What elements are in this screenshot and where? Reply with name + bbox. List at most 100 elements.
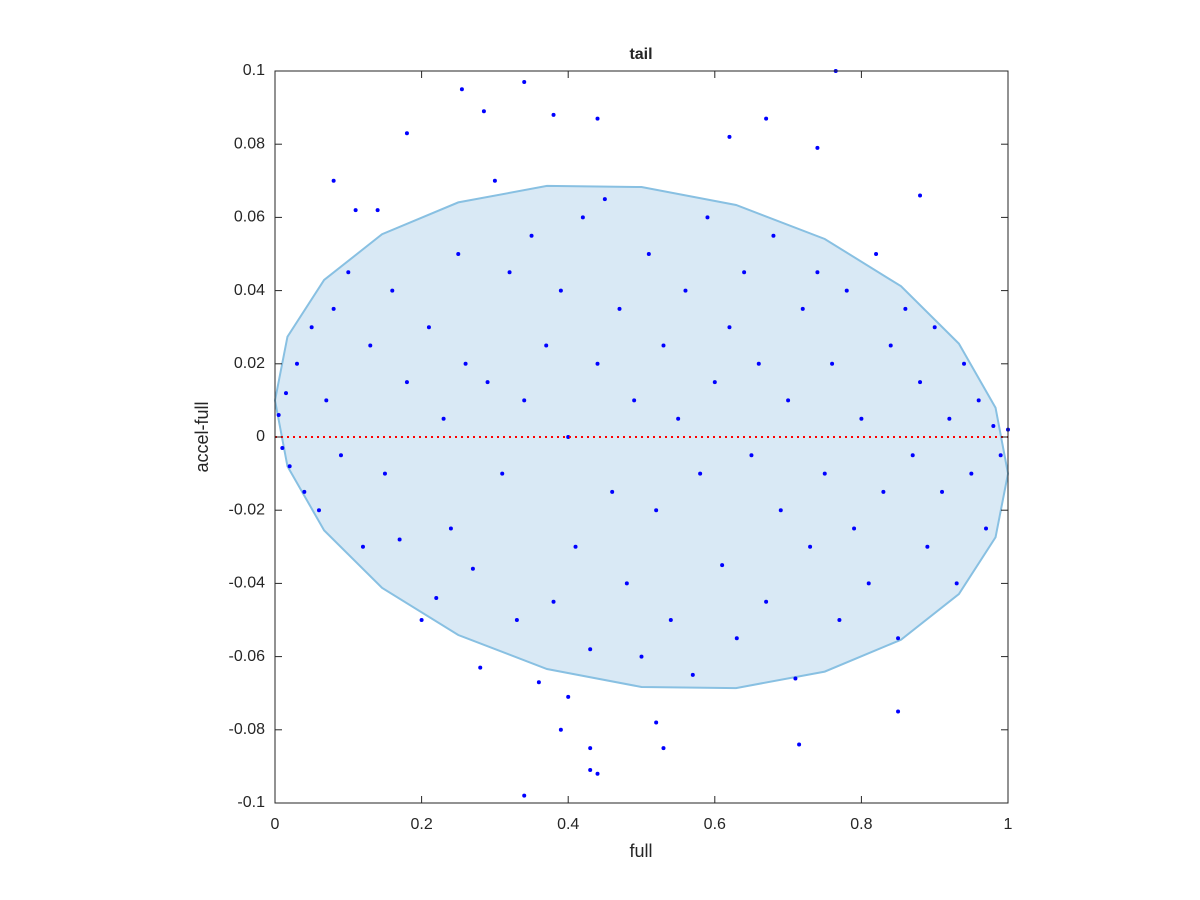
scatter-point [698, 471, 703, 476]
scatter-point [771, 233, 776, 238]
x-axis-label: full [629, 841, 652, 861]
scatter-point [896, 636, 901, 641]
scatter-point [830, 361, 835, 366]
y-tick-label: -0.04 [229, 575, 266, 592]
scatter-point [302, 489, 307, 494]
scatter-point [419, 618, 424, 622]
scatter-point [624, 581, 629, 586]
x-tick-label: 0.8 [850, 816, 872, 833]
scatter-point [676, 416, 681, 421]
scatter-point [712, 380, 717, 385]
scatter-point [844, 288, 849, 293]
scatter-point [360, 544, 365, 549]
scatter-point [903, 306, 908, 311]
scatter-point [456, 252, 461, 256]
scatter-point [742, 270, 747, 275]
x-tick-label: 1 [1004, 816, 1013, 833]
scatter-point [617, 306, 622, 311]
scatter-point [661, 746, 666, 751]
scatter-point [595, 771, 600, 776]
scatter-point [602, 197, 607, 202]
scatter-point [910, 453, 915, 458]
scatter-point [632, 398, 637, 403]
scatter-point [734, 636, 739, 641]
y-tick-label: -0.02 [229, 501, 266, 518]
scatter-point [441, 416, 446, 421]
scatter-point [720, 563, 725, 568]
x-tick-label: 0.2 [410, 816, 432, 833]
scatter-point [492, 178, 497, 183]
scatter-point [426, 325, 431, 330]
scatter-point [947, 416, 952, 421]
scatter-point [998, 453, 1003, 458]
scatter-point [661, 343, 666, 348]
scatter-point [749, 453, 754, 458]
scatter-point [368, 343, 373, 348]
scatter-point [793, 676, 798, 681]
scatter-point [558, 727, 563, 732]
scatter-point [309, 325, 314, 330]
scatter-point [639, 654, 644, 659]
scatter-point [786, 398, 791, 403]
scatter-point [404, 380, 409, 385]
scatter-point [925, 544, 930, 549]
scatter-point [991, 424, 996, 429]
scatter-point [654, 508, 659, 513]
y-tick-label: -0.1 [237, 794, 265, 811]
scatter-point [287, 464, 292, 469]
scatter-point [610, 489, 615, 494]
scatter-point [727, 134, 732, 139]
scatter-point [800, 306, 805, 311]
scatter-point [404, 131, 409, 136]
scatter-point [485, 380, 490, 385]
scatter-point [822, 471, 827, 476]
scatter-point [283, 391, 288, 396]
scatter-point [573, 544, 578, 549]
scatter-point [478, 665, 483, 670]
x-tick-label: 0 [271, 816, 280, 833]
y-tick-label: 0 [256, 428, 265, 445]
scatter-point [764, 599, 769, 604]
scatter-point [646, 252, 651, 256]
scatter-point [588, 746, 593, 751]
scatter-point [815, 145, 820, 150]
scatter-point [580, 215, 585, 220]
plot-area [273, 69, 1010, 798]
scatter-point [448, 526, 453, 531]
scatter-point [727, 325, 732, 330]
scatter-point [797, 742, 802, 747]
scatter-point [668, 618, 673, 622]
y-tick-label: 0.02 [234, 355, 265, 372]
scatter-point [529, 233, 534, 238]
scatter-point [470, 566, 475, 571]
scatter-point [280, 445, 285, 450]
scatter-point [522, 398, 527, 403]
scatter-point [375, 208, 380, 213]
scatter-point [566, 694, 571, 699]
scatter-point [463, 361, 468, 366]
scatter-point [316, 508, 321, 513]
y-tick-label: -0.06 [229, 648, 266, 665]
scatter-point [551, 112, 556, 117]
scatter-point [536, 680, 541, 685]
chart-title: tail [629, 46, 652, 63]
scatter-point [481, 109, 486, 114]
y-tick-label: -0.08 [229, 721, 266, 738]
scatter-point [294, 361, 299, 366]
scatter-point [276, 413, 281, 418]
scatter-point [382, 471, 387, 476]
scatter-point [588, 647, 593, 652]
scatter-point [654, 720, 659, 725]
scatter-point [459, 87, 464, 92]
scatter-point [500, 471, 505, 476]
scatter-point [346, 270, 351, 275]
scatter-point [764, 116, 769, 121]
scatter-point [940, 489, 945, 494]
scatter-point [866, 581, 871, 586]
y-tick-label: 0.04 [234, 282, 265, 299]
scatter-point [514, 618, 519, 622]
scatter-point [859, 416, 864, 421]
scatter-point [896, 709, 901, 714]
